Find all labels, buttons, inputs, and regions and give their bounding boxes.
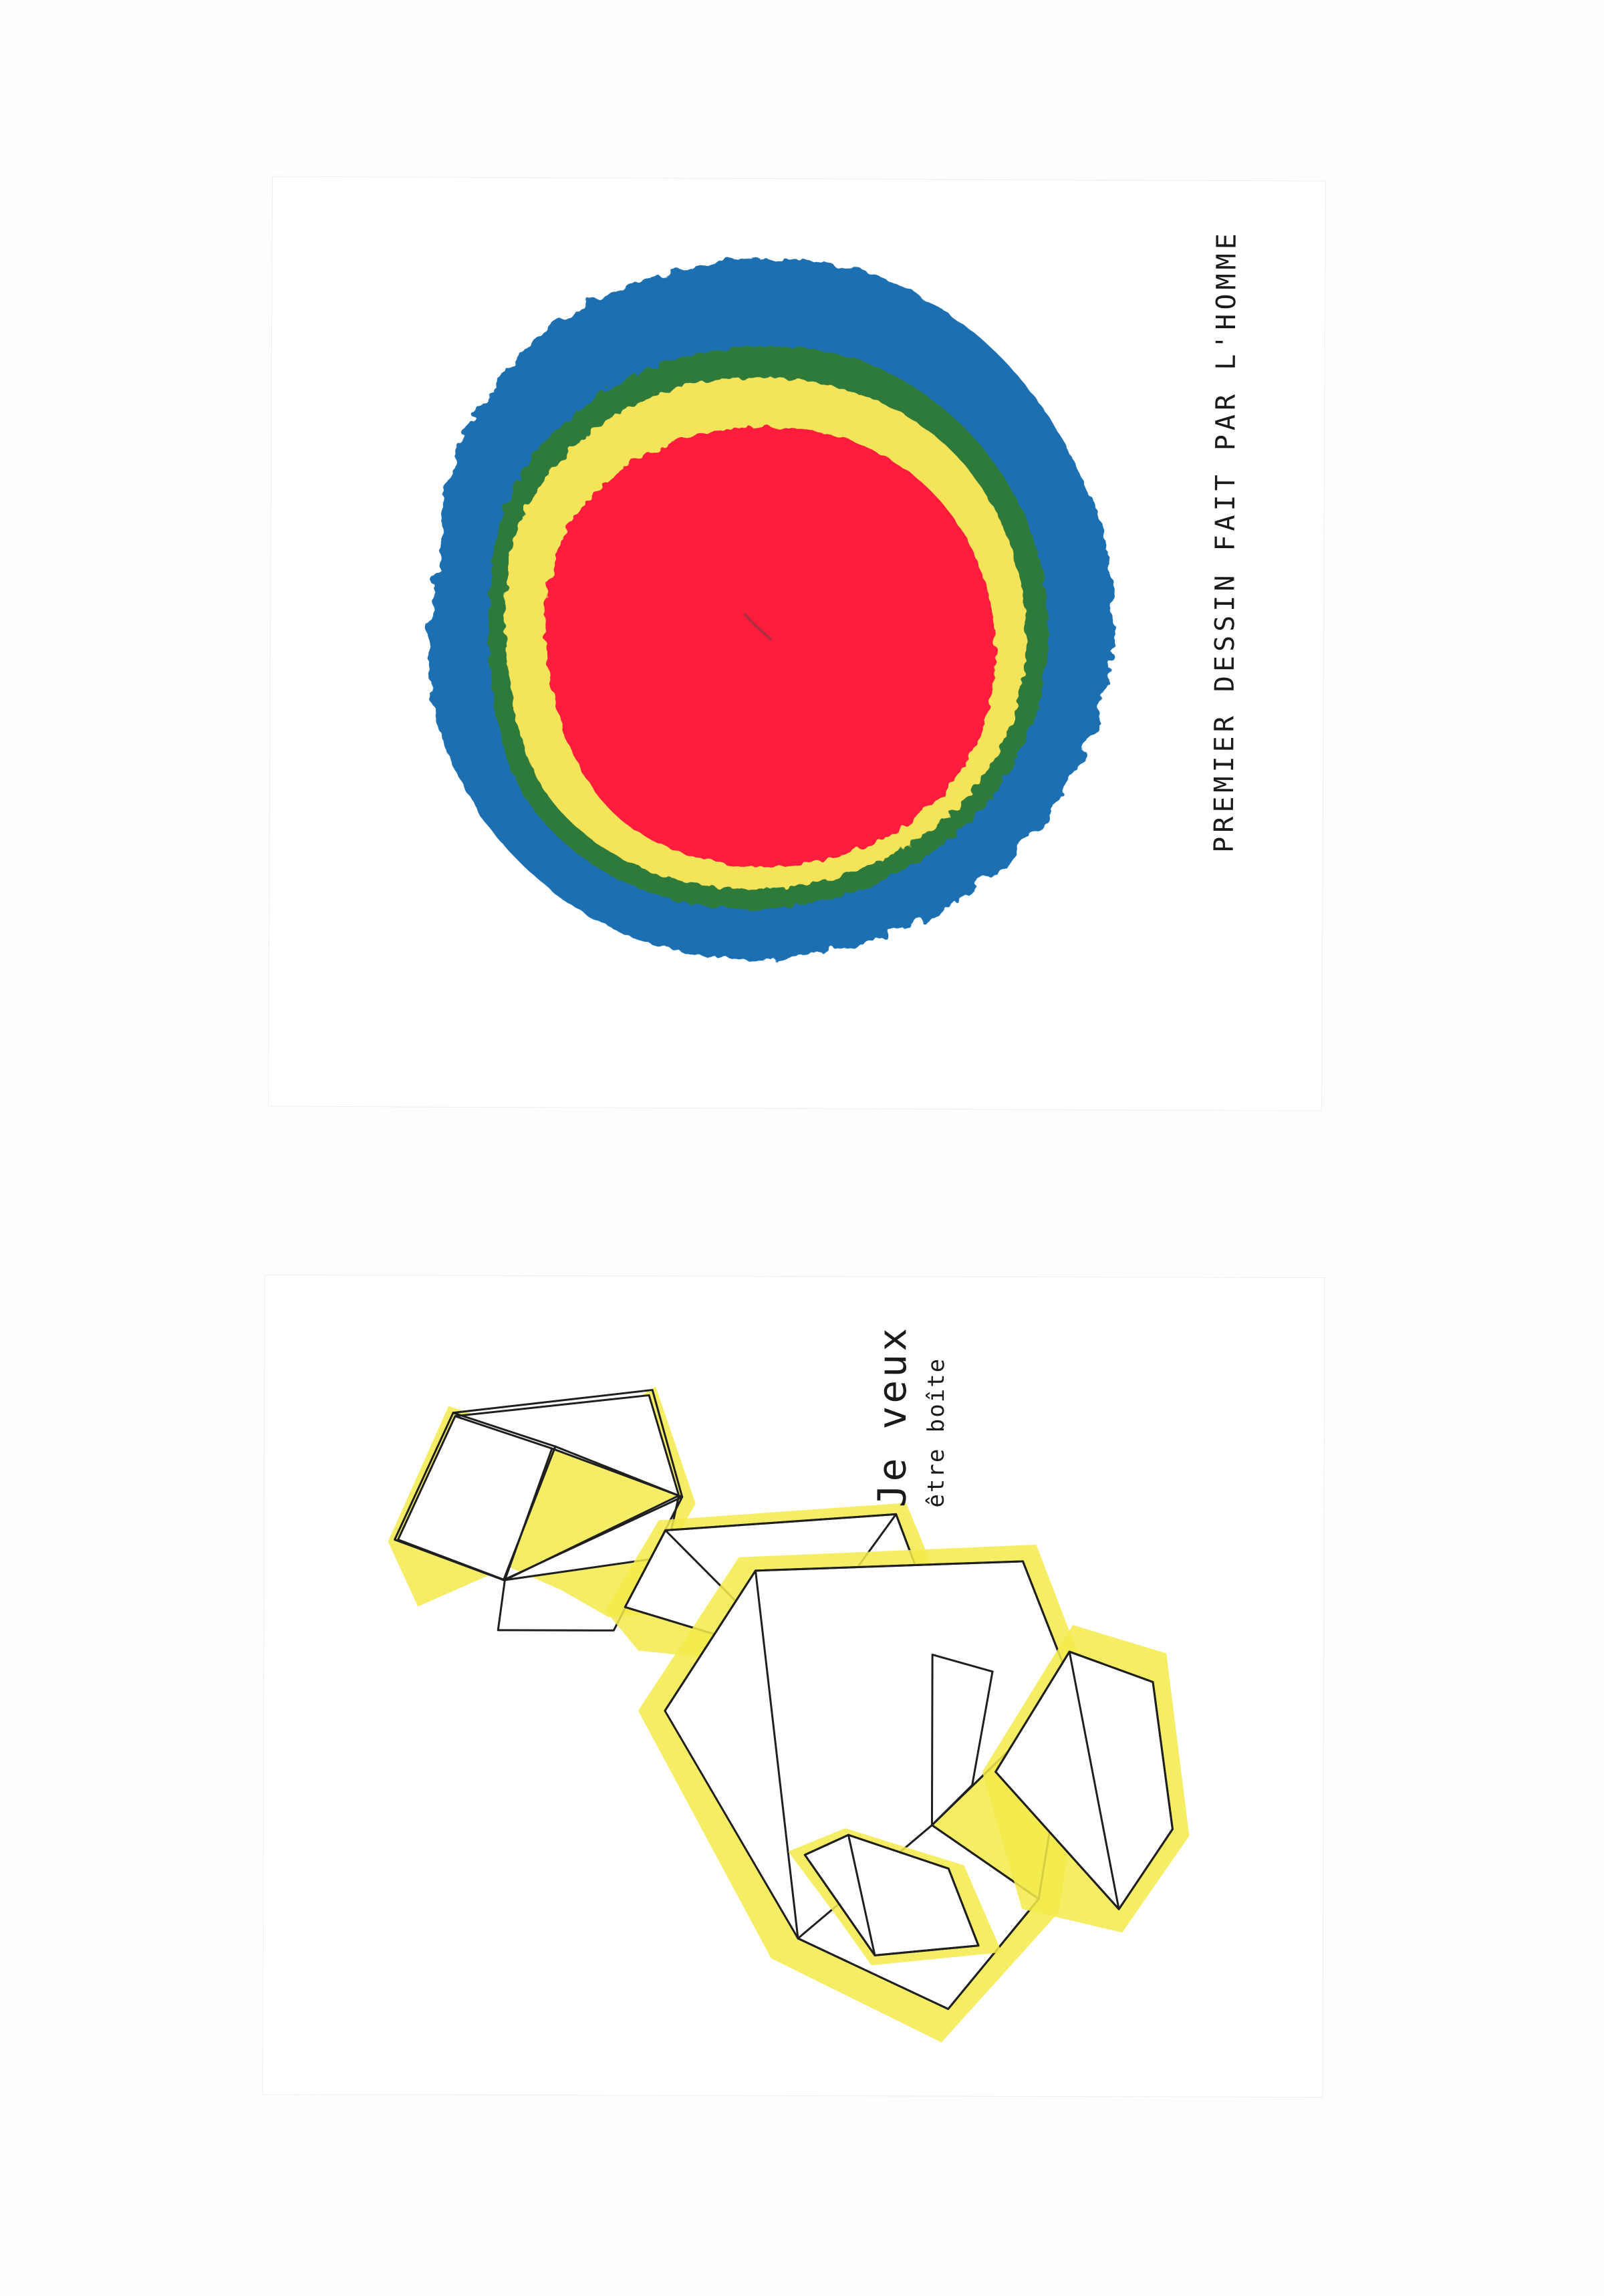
top-left-cube (388, 1386, 696, 1632)
top-art-sheet: PREMIER DESSIN FAIT PAR L'HOMME (268, 176, 1326, 1111)
red-center (545, 426, 996, 867)
center-mark (743, 612, 773, 641)
circular-pastel-drawing (429, 258, 1114, 960)
top-caption: PREMIER DESSIN FAIT PAR L'HOMME (1208, 229, 1242, 853)
bottom-caption-line-1: Je veux (869, 1325, 916, 1508)
inner-cube (788, 1828, 1002, 1966)
bottom-right-cube (982, 1625, 1190, 1933)
cube-drawing (388, 1386, 1190, 2043)
bottom-art-sheet: Je veux être boîte (263, 1275, 1325, 2097)
bottom-caption-line-2: être boîte (922, 1357, 950, 1508)
